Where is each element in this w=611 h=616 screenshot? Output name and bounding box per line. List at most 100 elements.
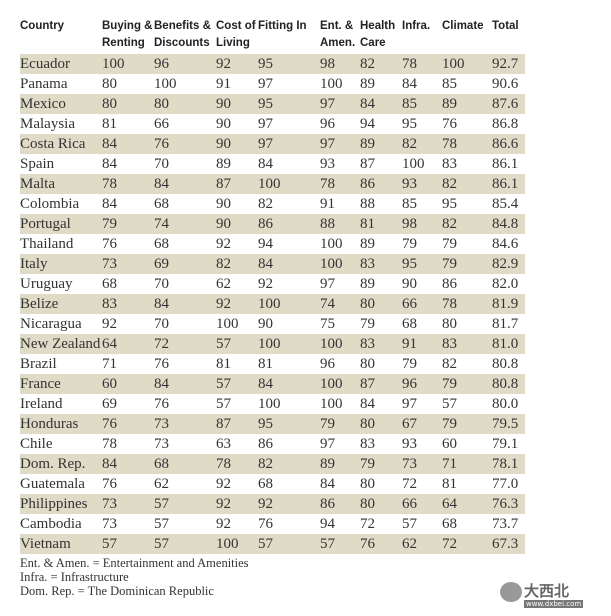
score-cell: 57 [154, 536, 169, 552]
score-cell: 74 [154, 216, 169, 232]
score-cell: 57 [442, 396, 457, 412]
country-cell: Colombia [20, 196, 80, 212]
score-cell: 78 [402, 56, 417, 72]
score-cell: 89 [320, 456, 335, 472]
score-cell: 80 [360, 296, 375, 312]
country-cell: Mexico [20, 96, 66, 112]
score-cell: 80 [360, 496, 375, 512]
score-cell: 88 [320, 216, 335, 232]
score-cell: 95 [258, 96, 273, 112]
score-cell: 66 [402, 496, 417, 512]
score-cell: 83 [360, 436, 375, 452]
score-cell: 82 [442, 176, 457, 192]
country-cell: Dom. Rep. [20, 456, 86, 472]
country-cell: Guatemala [20, 476, 85, 492]
score-cell: 78 [216, 456, 231, 472]
score-cell: 83 [102, 296, 117, 312]
score-cell: 72 [442, 536, 457, 552]
score-cell: 90 [216, 96, 231, 112]
table-header: Country Buying & Renting Benefits & Discou… [0, 18, 611, 54]
score-cell: 57 [154, 516, 169, 532]
score-cell: 79 [442, 236, 457, 252]
table-row: Brazil 71 76 81 81 96 80 79 82 80.8 [20, 354, 525, 374]
table-row: Honduras 76 73 87 95 79 80 67 79 79.5 [20, 414, 525, 434]
country-cell: Spain [20, 156, 55, 172]
score-cell: 79 [402, 236, 417, 252]
score-cell: 69 [154, 256, 169, 272]
score-cell: 98 [320, 56, 335, 72]
score-cell: 93 [402, 436, 417, 452]
score-cell: 86 [442, 276, 457, 292]
score-cell: 93 [320, 156, 335, 172]
column-header: Cost of Living [216, 20, 256, 49]
score-cell: 97 [320, 136, 335, 152]
footnote-infra: Infra. = Infrastructure [20, 570, 129, 584]
score-cell: 81.9 [492, 296, 519, 312]
score-cell: 80 [102, 96, 117, 112]
country-cell: Philippines [20, 496, 88, 512]
score-cell: 76.3 [492, 496, 519, 512]
score-cell: 98 [402, 216, 417, 232]
score-cell: 81 [258, 356, 273, 372]
score-cell: 84.8 [492, 216, 519, 232]
score-cell: 68 [154, 196, 169, 212]
score-cell: 94 [320, 516, 335, 532]
score-cell: 82 [258, 456, 273, 472]
score-cell: 84 [258, 256, 273, 272]
score-cell: 84 [360, 396, 375, 412]
score-cell: 86.1 [492, 156, 519, 172]
score-cell: 87 [360, 376, 375, 392]
score-cell: 70 [154, 156, 169, 172]
score-cell: 82 [402, 136, 417, 152]
score-cell: 82.0 [492, 276, 519, 292]
score-cell: 83 [442, 156, 457, 172]
score-cell: 96 [402, 376, 417, 392]
score-cell: 57 [402, 516, 417, 532]
score-cell: 73 [154, 416, 169, 432]
table-row: Costa Rica 84 76 90 97 97 89 82 78 86.6 [20, 134, 525, 154]
table-row: New Zealand 64 72 57 100 100 83 91 83 81.0 [20, 334, 525, 354]
score-cell: 79 [442, 256, 457, 272]
score-cell: 90 [216, 136, 231, 152]
column-header: Climate [442, 20, 484, 32]
score-cell: 100 [402, 156, 425, 172]
score-cell: 86 [320, 496, 335, 512]
table-row: Dom. Rep. 84 68 78 82 89 79 73 71 78.1 [20, 454, 525, 474]
score-cell: 74 [320, 296, 335, 312]
score-cell: 83 [442, 336, 457, 352]
score-cell: 80 [360, 356, 375, 372]
score-cell: 68 [258, 476, 273, 492]
score-cell: 71 [102, 356, 117, 372]
country-cell: France [20, 376, 61, 392]
table-row: France 60 84 57 84 100 87 96 79 80.8 [20, 374, 525, 394]
score-cell: 90 [216, 116, 231, 132]
country-cell: Belize [20, 296, 59, 312]
score-cell: 85 [442, 76, 457, 92]
score-cell: 84 [258, 156, 273, 172]
watermark-text: 大西北 [524, 582, 570, 600]
table-row: Italy 73 69 82 84 100 83 95 79 82.9 [20, 254, 525, 274]
score-cell: 68 [154, 456, 169, 472]
score-cell: 90 [402, 276, 417, 292]
table-row: Malta 78 84 87 100 78 86 93 82 86.1 [20, 174, 525, 194]
country-cell: Portugal [20, 216, 71, 232]
score-cell: 82.9 [492, 256, 519, 272]
country-cell: Ecuador [20, 56, 70, 72]
score-cell: 78.1 [492, 456, 519, 472]
score-cell: 73 [102, 256, 117, 272]
score-cell: 67 [402, 416, 417, 432]
column-header: Benefits & Discounts [154, 20, 211, 49]
score-cell: 81 [360, 216, 375, 232]
score-cell: 57 [216, 376, 231, 392]
score-cell: 89 [216, 156, 231, 172]
score-cell: 84 [102, 456, 117, 472]
score-cell: 72 [360, 516, 375, 532]
score-cell: 100 [258, 176, 281, 192]
score-cell: 97 [402, 396, 417, 412]
score-cell: 100 [154, 76, 177, 92]
country-cell: Chile [20, 436, 53, 452]
score-cell: 80.8 [492, 376, 519, 392]
elephant-logo-icon [500, 582, 522, 602]
score-cell: 79 [320, 416, 335, 432]
score-cell: 82 [360, 56, 375, 72]
